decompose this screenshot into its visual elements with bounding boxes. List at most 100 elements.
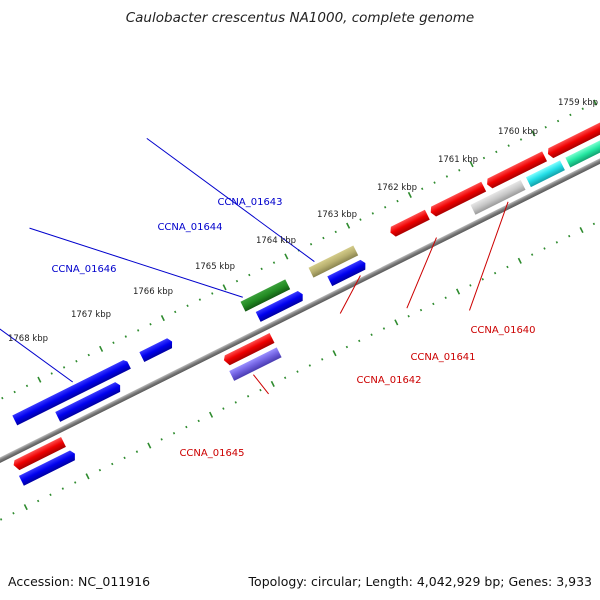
label-CCNA_01646[interactable]: CCNA_01646 (51, 264, 116, 275)
minor-tick (419, 308, 423, 312)
minor-tick (111, 462, 114, 466)
topology-label: Topology: (248, 574, 308, 589)
minor-tick (135, 450, 139, 453)
minor-tick (581, 107, 584, 110)
minor-tick (519, 138, 523, 141)
leader-CCNA_01643 (146, 137, 315, 262)
label-CCNA_01642[interactable]: CCNA_01642 (356, 375, 421, 386)
major-tick (85, 473, 90, 480)
minor-tick (49, 493, 52, 497)
label-CCNA_01644[interactable]: CCNA_01644 (157, 222, 222, 233)
map-title: Caulobacter crescentus NA1000, complete … (125, 10, 475, 26)
leader-CCNA_01644 (29, 227, 243, 298)
major-tick (469, 161, 474, 168)
minor-tick (495, 150, 498, 154)
scale-label: 1766 kbp (133, 287, 173, 297)
major-tick (147, 442, 152, 449)
genes-label: Genes: (508, 574, 553, 589)
minor-tick (592, 222, 596, 226)
minor-tick (469, 284, 472, 287)
minor-tick (98, 468, 102, 472)
gene-cyan[interactable] (525, 160, 565, 188)
major-tick (208, 411, 214, 418)
major-tick (37, 376, 42, 383)
minor-tick (124, 335, 127, 338)
major-tick (531, 130, 536, 137)
label-CCNA_01645[interactable]: CCNA_01645 (179, 448, 244, 459)
gene-CCNA_01644[interactable] (240, 279, 291, 312)
label-CCNA_01640[interactable]: CCNA_01640 (470, 325, 535, 336)
minor-tick (0, 518, 3, 521)
major-tick (222, 284, 227, 291)
minor-tick (160, 438, 163, 441)
minor-tick (396, 199, 399, 203)
accession-label: Accession: (8, 574, 75, 589)
minor-tick (421, 187, 424, 191)
major-tick (394, 319, 399, 326)
label-CCNA_01643[interactable]: CCNA_01643 (217, 197, 282, 208)
gene-CCNA_01645[interactable] (222, 333, 275, 366)
gene-forward-1[interactable] (139, 337, 174, 362)
minor-tick (321, 358, 324, 361)
gene-reverse-outer-1[interactable] (388, 209, 430, 238)
gene-forward-inner-2[interactable] (255, 290, 306, 322)
minor-tick (197, 419, 200, 423)
label-CCNA_01641[interactable]: CCNA_01641 (410, 352, 475, 363)
leader-lines (0, 137, 509, 395)
minor-tick (544, 125, 547, 129)
gene-forward-inner-3[interactable] (327, 258, 368, 287)
minor-tick (334, 230, 337, 234)
scale-label: 1764 kbp (256, 236, 296, 246)
leader-CCNA_01642 (339, 275, 361, 314)
gene-CCNA_01646-outer[interactable] (12, 359, 131, 426)
minor-tick (283, 376, 287, 380)
minor-tick (481, 278, 484, 281)
major-tick (160, 315, 165, 322)
minor-tick (359, 218, 362, 221)
major-tick (346, 222, 351, 229)
leader-CCNA_01641 (406, 237, 437, 309)
gene-CCNA_01645-inner[interactable] (229, 347, 282, 381)
minor-tick (211, 292, 214, 295)
major-tick (407, 191, 412, 198)
genes-value: 3,933 (556, 574, 592, 589)
gene-CCNA_01646-inner[interactable] (55, 381, 123, 422)
minor-tick (432, 302, 435, 306)
gene-teal[interactable] (565, 122, 600, 168)
gene-CCNA_01643[interactable] (308, 245, 359, 278)
minor-tick (246, 395, 250, 398)
scale-label: 1765 kbp (195, 262, 235, 272)
accession-info: Accession: NC_011916 (8, 574, 150, 589)
scale-label: 1759 kbp (558, 98, 598, 108)
minor-tick (149, 322, 152, 326)
minor-tick (123, 456, 126, 460)
minor-tick (1, 396, 4, 400)
minor-tick (137, 329, 140, 332)
gene-CCNA_01641[interactable] (470, 179, 526, 215)
minor-tick (345, 345, 349, 349)
major-tick (456, 288, 461, 295)
minor-tick (296, 370, 299, 373)
minor-tick (507, 144, 510, 147)
minor-tick (444, 296, 447, 300)
gene-reverse-left-1[interactable] (12, 437, 66, 471)
major-tick (99, 345, 104, 352)
minor-tick (198, 298, 202, 301)
gene-reverse-outer-3[interactable] (485, 151, 548, 189)
minor-tick (555, 241, 559, 244)
minor-tick (260, 267, 263, 271)
genome-backbone (0, 83, 600, 534)
gene-reverse-outer-2[interactable] (428, 181, 487, 218)
minor-tick (186, 304, 189, 308)
minor-tick (74, 481, 77, 484)
minor-tick (382, 327, 386, 330)
length-label: Length: (365, 574, 413, 589)
gene-reverse-left-2[interactable] (18, 449, 78, 486)
scale-label: 1767 kbp (71, 310, 111, 320)
minor-tick (407, 314, 410, 318)
gene-reverse-outer-4[interactable] (546, 111, 600, 160)
minor-tick (308, 364, 312, 367)
minor-tick (569, 113, 572, 117)
